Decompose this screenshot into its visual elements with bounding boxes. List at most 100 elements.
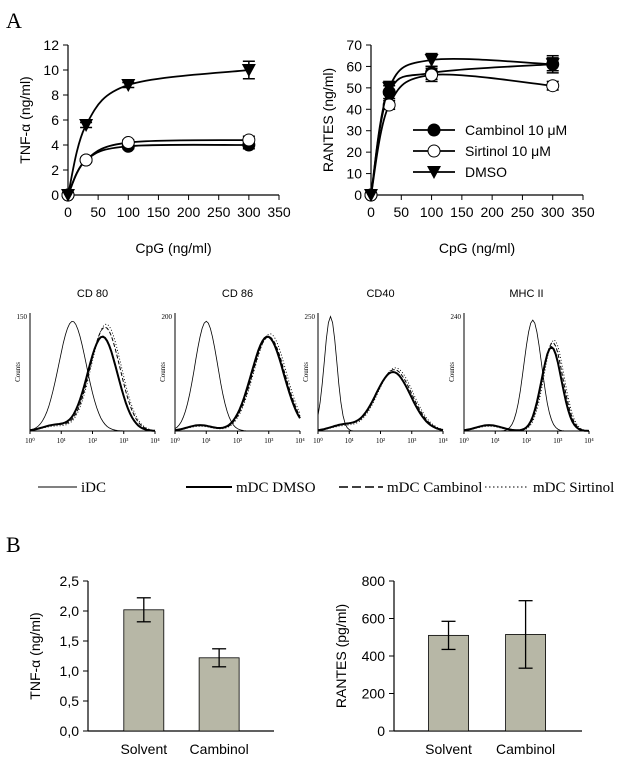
mdc-dmso-curve	[29, 335, 156, 432]
flow-legend: iDC mDC DMSO mDC Cambinol mDC Sirtinol	[38, 480, 614, 496]
mdc-sirtinol-curve	[174, 333, 301, 431]
y-tick-label: 1,5	[60, 633, 80, 649]
x-tick-label: 0	[367, 204, 375, 220]
y-tick-label: 8	[51, 87, 59, 103]
mdc-sirtinol-curve	[317, 367, 444, 431]
histogram-x-tick-label: 10⁰	[25, 437, 35, 445]
legend-label: Cambinol 10 μM	[465, 122, 567, 138]
idc-curve	[174, 320, 300, 432]
histogram-x-tick-label: 10²	[522, 437, 531, 445]
y-tick-label: 800	[362, 573, 386, 589]
x-tick-label: 100	[420, 204, 444, 220]
y-tick-label: 70	[346, 37, 362, 53]
series-line	[370, 58, 553, 196]
mdc-cambinol-curve	[317, 369, 444, 431]
histogram-x-tick-label: 10¹	[57, 437, 66, 445]
idc-curve	[464, 319, 589, 432]
series-line	[67, 69, 249, 196]
histogram-y-max: 150	[17, 313, 28, 321]
panel-label-a: A	[6, 8, 22, 33]
x-tick-label: 200	[480, 204, 504, 220]
flow-legend-label: mDC DMSO	[236, 480, 316, 496]
histogram-title: CD 86	[222, 288, 253, 300]
tnf-bar-chart: 0,0 0,5 1,0 1,5 2,0 2,5 TNF-α (ng/ml) Solvent Ca…	[27, 573, 274, 757]
x-tick-label: 100	[117, 204, 141, 220]
x-tick-label: 350	[267, 204, 291, 220]
histogram-y-label: Counts	[14, 362, 22, 382]
histogram-title: CD40	[366, 288, 394, 300]
category-label: Solvent	[120, 741, 167, 757]
histogram-x-tick-label: 10³	[553, 437, 562, 445]
panel-label-b: B	[6, 532, 21, 557]
histogram-y-label: Counts	[302, 362, 310, 382]
legend-label: DMSO	[465, 164, 507, 180]
histogram-x-tick-label: 10²	[233, 437, 242, 445]
histogram-x-tick-label: 10¹	[491, 437, 500, 445]
mdc-dmso-curve	[463, 345, 590, 432]
flow-cytometry-histograms: CD 80 150 Counts 10⁰ 10¹ 10² 10³ 10⁴ CD 86 200 Cou…	[14, 288, 594, 445]
mdc-dmso-curve	[174, 335, 301, 432]
series-line	[370, 73, 553, 196]
x-tick-label: 250	[207, 204, 231, 220]
y-tick-label: 60	[346, 58, 362, 74]
legend-marker	[427, 166, 441, 179]
histogram-y-max: 240	[451, 313, 462, 321]
y-tick-label: 400	[362, 648, 386, 664]
data-point	[425, 68, 439, 82]
data-point	[545, 58, 560, 72]
y-tick-label: 40	[346, 101, 362, 117]
data-point	[241, 64, 256, 77]
histogram-x-tick-label: 10³	[264, 437, 273, 445]
y-axis-label: RANTES (ng/ml)	[320, 68, 336, 172]
histogram-x-tick-label: 10¹	[202, 437, 211, 445]
histogram-x-tick-label: 10⁴	[295, 437, 305, 445]
histogram-title: CD 80	[77, 288, 108, 300]
histogram-y-label: Counts	[159, 362, 167, 382]
y-axis-label: RANTES (pg/ml)	[333, 604, 349, 708]
data-point	[79, 153, 93, 167]
data-point	[546, 79, 560, 93]
mdc-dmso-curve	[317, 370, 444, 432]
histogram-y-label: Counts	[448, 362, 456, 382]
histogram-x-tick-label: 10³	[119, 437, 128, 445]
x-tick-label: 150	[450, 204, 474, 220]
y-tick-label: 4	[51, 137, 59, 153]
histogram-x-tick-label: 10⁰	[459, 437, 469, 445]
mdc-sirtinol-curve	[463, 339, 590, 432]
legend-marker	[427, 123, 441, 137]
histogram-x-tick-label: 10⁰	[313, 437, 323, 445]
category-label: Solvent	[425, 741, 472, 757]
rantes-bar-chart: 0 200 400 600 800 RANTES (pg/ml) Solvent Cambin…	[333, 573, 582, 757]
data-point	[61, 189, 75, 202]
x-tick-label: 200	[177, 204, 201, 220]
x-tick-label: 300	[237, 204, 261, 220]
y-tick-label: 12	[43, 37, 59, 53]
histogram-x-tick-label: 10²	[376, 437, 385, 445]
x-tick-label: 50	[393, 204, 409, 220]
histogram-y-max: 200	[162, 313, 173, 321]
bar	[198, 657, 240, 732]
x-tick-label: 300	[541, 204, 565, 220]
y-tick-label: 2,5	[60, 573, 80, 589]
histogram-x-tick-label: 10²	[88, 437, 97, 445]
y-tick-label: 30	[346, 123, 362, 139]
y-tick-label: 2,0	[60, 603, 80, 619]
legend-label: Sirtinol 10 μM	[465, 143, 551, 159]
y-tick-label: 200	[362, 686, 386, 702]
histogram-x-tick-label: 10⁴	[584, 437, 594, 445]
legend-marker	[427, 144, 441, 158]
data-point	[382, 81, 397, 95]
data-point	[79, 119, 94, 132]
tnf-line-chart: 0 2 4 6 8 10 12 0 50 100 150 200 250 300 350 CpG (ng/ml…	[17, 37, 291, 256]
y-tick-label: 0,0	[60, 723, 80, 739]
y-tick-label: 20	[346, 144, 362, 160]
mdc-cambinol-curve	[29, 326, 156, 432]
y-tick-label: 0,5	[60, 693, 80, 709]
series-line	[67, 139, 249, 196]
category-label: Cambinol	[496, 741, 555, 757]
y-tick-label: 600	[362, 611, 386, 627]
category-label: Cambinol	[190, 741, 249, 757]
histogram-x-tick-label: 10⁴	[150, 437, 160, 445]
x-tick-label: 350	[571, 204, 595, 220]
